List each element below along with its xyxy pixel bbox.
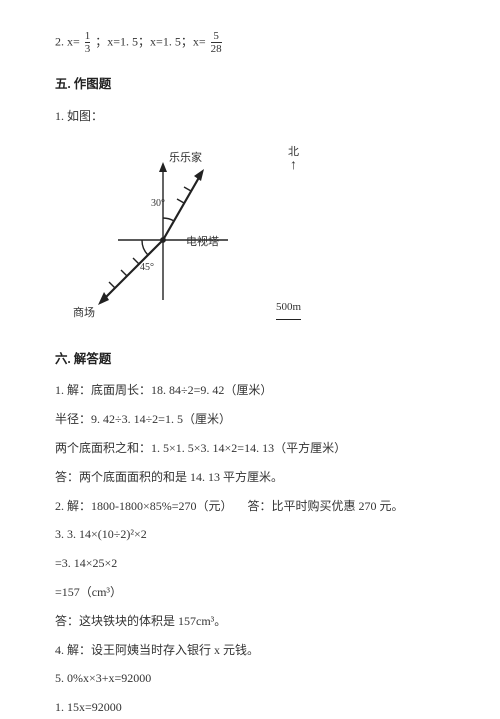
- fraction-5-28: 5 28: [211, 30, 222, 55]
- north-arrow-icon: ↑: [288, 158, 299, 173]
- equation-line: 2. x= 1 3 ；x=1. 5；x=1. 5；x= 5 28: [55, 30, 445, 55]
- s6-l3: 两个底面积之和：1. 5×1. 5×3. 14×2=14. 13（平方厘米）: [55, 437, 445, 460]
- shop-label: 商场: [73, 303, 95, 324]
- angle-30-label: 30°: [151, 194, 165, 213]
- tv-tower-label: 电视塔: [186, 232, 219, 253]
- s6-l12: 1. 15x=92000: [55, 696, 445, 719]
- eq-prefix: 2. x=: [55, 34, 80, 48]
- s6-l6: 3. 3. 14×(10÷2)²×2: [55, 523, 445, 546]
- fraction-1-3: 1 3: [85, 30, 91, 55]
- section5-item1: 1. 如图：: [55, 105, 445, 128]
- s6-l11: 5. 0%x×3+x=92000: [55, 667, 445, 690]
- s6-l2: 半径：9. 42÷3. 14÷2=1. 5（厘米）: [55, 408, 445, 431]
- s6-l7: =3. 14×25×2: [55, 552, 445, 575]
- s6-l10: 4. 解：设王阿姨当时存入银行 x 元钱。: [55, 639, 445, 662]
- s6-l8: =157（cm³）: [55, 581, 445, 604]
- s6-l4: 答：两个底面面积的和是 14. 13 平方厘米。: [55, 466, 445, 489]
- house-label: 乐乐家: [169, 148, 202, 169]
- s6-l5: 2. 解：1800-1800×85%=270（元） 答：比平时购买优惠 270 …: [55, 495, 445, 518]
- scale-label: 500m: [276, 297, 301, 320]
- diagram-figure: 北 ↑ 乐乐家 电视塔 30° 45° 商场 500m: [73, 140, 303, 330]
- eq-mid: ；x=1. 5；x=1. 5；x=: [95, 34, 205, 48]
- north-label: 北: [288, 146, 299, 158]
- s6-l1: 1. 解：底面周长：18. 84÷2=9. 42（厘米）: [55, 379, 445, 402]
- section6-heading: 六. 解答题: [55, 348, 445, 372]
- north-indicator: 北 ↑: [288, 146, 299, 173]
- s6-l9: 答：这块铁块的体积是 157cm³。: [55, 610, 445, 633]
- section5-heading: 五. 作图题: [55, 73, 445, 97]
- angle-45-label: 45°: [140, 258, 154, 277]
